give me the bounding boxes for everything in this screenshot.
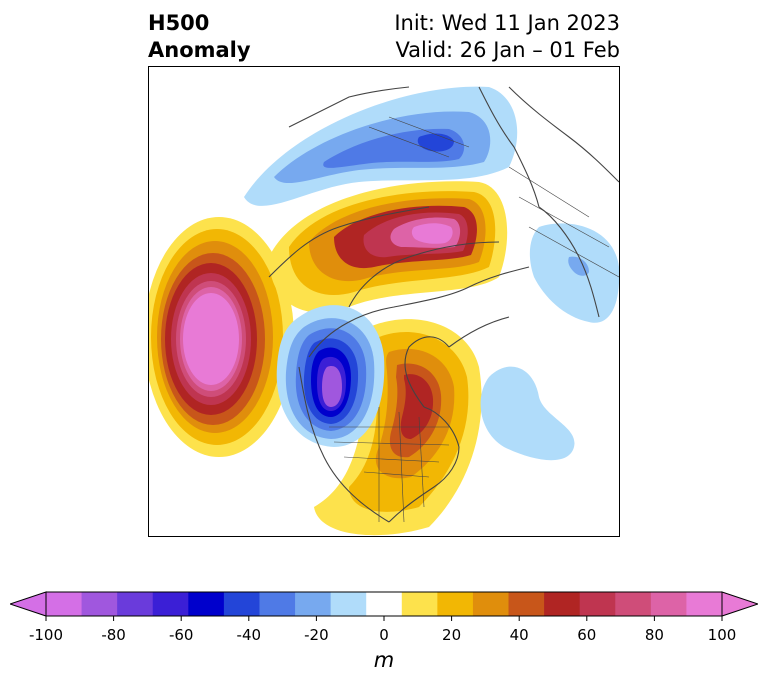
eurasian-trough [244,86,518,206]
anomaly-map [148,66,620,537]
anomaly-map-svg [149,86,619,536]
coastlines [268,86,619,523]
colorbar-segment [366,592,403,616]
colorbar-svg [8,591,760,621]
colorbar-tick-label: -20 [304,626,329,644]
colorbar-tick-label: -60 [168,626,194,644]
colorbar-segment [472,592,510,616]
colorbar-segment [188,592,225,616]
colorbar-unit-label: m [373,648,395,672]
colorbar-under-arrow [8,591,47,617]
valid-date: Valid: 26 Jan – 01 Feb [395,38,620,62]
colorbar-segment [579,592,616,616]
colorbar-tick-label: -80 [101,626,126,644]
colorbar-tick-label: 100 [707,626,737,644]
chart-title: H500 Anomaly [148,10,251,64]
colorbar-tick-label: 20 [442,626,462,644]
colorbar-tick-label: 0 [379,626,389,644]
colorbar-over-arrow [721,591,760,617]
colorbar-segment [508,592,545,616]
colorbar-segment [295,592,332,616]
western-trough [276,305,385,447]
colorbar-segment [401,592,438,616]
colorbar-segment [650,592,687,616]
colorbar-tick-label: -40 [236,626,262,644]
colorbar-tick-label: 80 [644,626,664,644]
colorbar-segment [330,592,367,616]
colorbar-segment [437,592,474,616]
colorbar [8,590,760,630]
borders [329,116,619,523]
colorbar-segment [544,592,581,616]
colorbar-segment [615,592,652,616]
colorbar-segment [223,592,260,616]
eastern-pacific-trough [480,366,575,461]
title-line-2: Anomaly [148,38,251,62]
pacific-ridge [149,217,294,457]
colorbar-tick-label: 60 [577,626,597,644]
colorbar-segment [46,592,83,616]
colorbar-tick-label: -100 [28,626,64,644]
colorbar-tick-labels: -100 -80 -60 -40 -20 0 20 40 60 80 100 [0,626,768,646]
forecast-dates: Init: Wed 11 Jan 2023 Valid: 26 Jan – 01… [394,10,620,64]
init-date: Init: Wed 11 Jan 2023 [394,11,620,35]
title-line-1: H500 [148,11,210,35]
colorbar-segment [117,592,154,616]
colorbar-segment [81,592,118,616]
colorbar-segment [686,592,723,616]
europe-trough [529,223,619,323]
colorbar-segment [259,592,296,616]
colorbar-tick-label: 40 [509,626,529,644]
colorbar-segment [152,592,189,616]
arctic-ridge [269,181,508,313]
